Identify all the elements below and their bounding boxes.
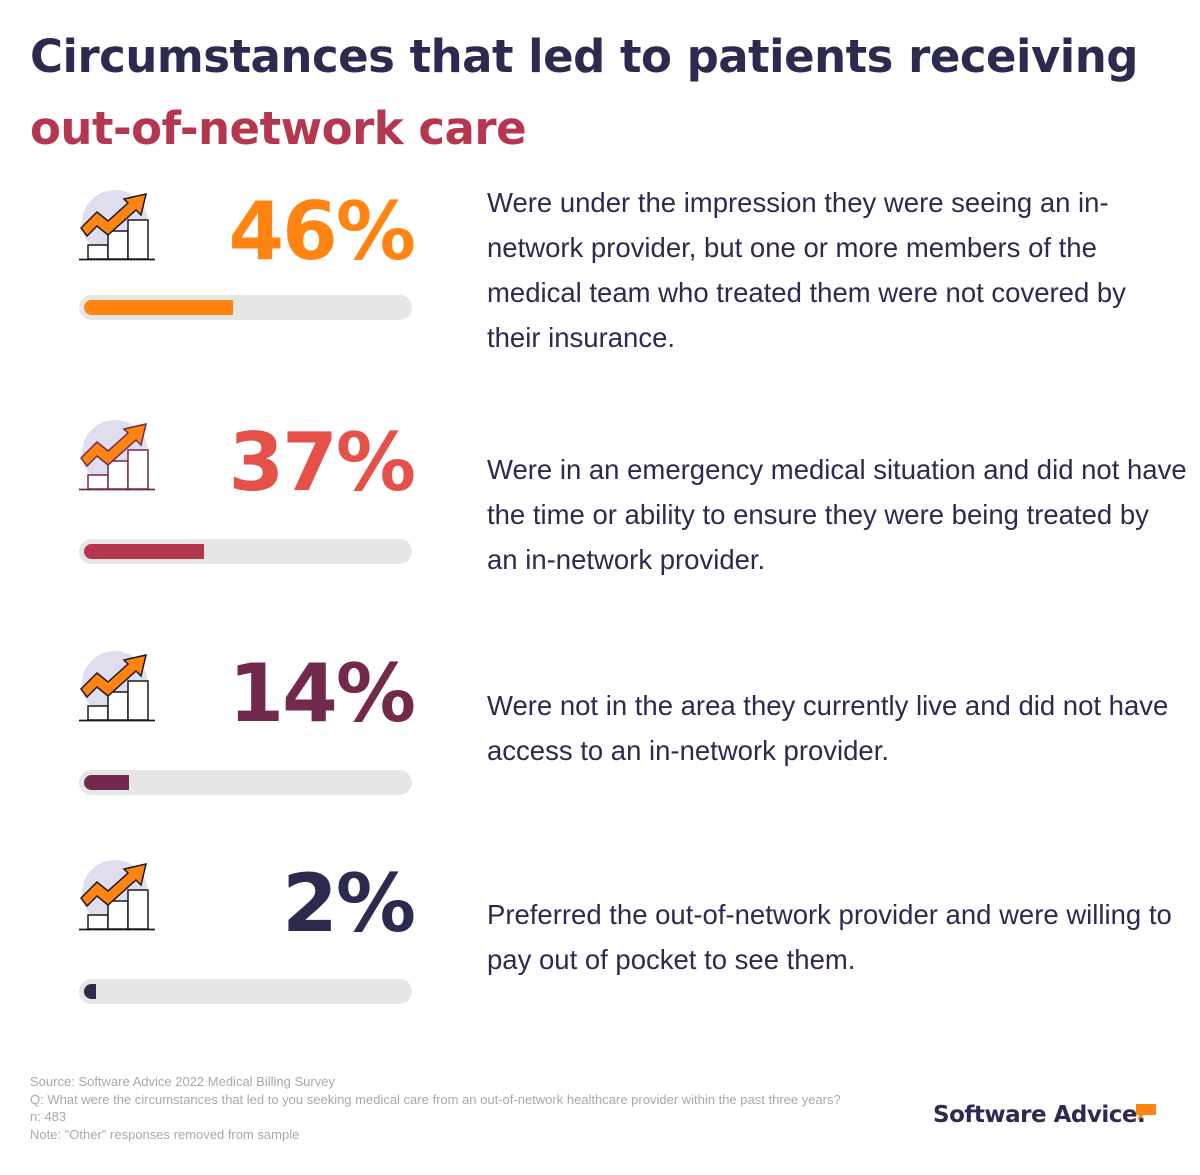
progress-fill [84, 544, 204, 559]
icon-bar [127, 449, 149, 490]
icon-bar [87, 914, 109, 930]
stat-percent: 46% [228, 185, 416, 278]
progress-track [79, 295, 412, 320]
footnote-sample-size: n: 483 [30, 1109, 67, 1124]
icon-bar [127, 219, 149, 260]
progress-fill [84, 300, 233, 315]
icon-bar [127, 889, 149, 930]
icon-bar [87, 474, 109, 490]
logo-text: Software Advice [933, 1102, 1137, 1128]
software-advice-logo: Software Advice. [933, 1102, 1146, 1128]
growth-chart-icon [79, 420, 155, 491]
icon-trend-arrow [80, 193, 148, 238]
footnote-question: Q: What were the circumstances that led … [30, 1091, 841, 1107]
progress-track [79, 770, 412, 795]
icon-bar [107, 691, 129, 721]
icon-bar [107, 460, 129, 490]
icon-bar [107, 230, 129, 260]
stat-percent: 2% [282, 857, 416, 950]
growth-chart-icon [79, 651, 155, 722]
stat-percent: 37% [228, 416, 416, 509]
progress-fill [84, 984, 96, 999]
stat-description: Preferred the out-of-network provider an… [487, 899, 1172, 975]
icon-trend-arrow [80, 863, 148, 908]
footnote-source: Source: Software Advice 2022 Medical Bil… [30, 1074, 335, 1089]
stat-percent: 14% [228, 647, 416, 740]
title-line-1: Circumstances that led to patients recei… [30, 30, 1138, 83]
growth-chart-icon [79, 860, 155, 931]
speech-bubble-icon [1136, 1104, 1156, 1121]
icon-bar [107, 900, 129, 930]
progress-fill [84, 775, 130, 790]
progress-track [79, 979, 412, 1004]
icon-bar [87, 705, 109, 721]
stat-description: Were not in the area they currently live… [487, 690, 1169, 766]
icon-bar [87, 244, 109, 260]
footnote-note: Note: "Other" responses removed from sam… [30, 1126, 300, 1142]
growth-chart-icon [79, 190, 155, 261]
stat-description: Were under the impression they were seei… [487, 187, 1126, 353]
icon-bar [127, 680, 149, 721]
icon-trend-arrow [80, 423, 148, 468]
title-line-2: out-of-network care [30, 102, 527, 155]
stat-description: Were in an emergency medical situation a… [487, 454, 1187, 575]
footnote: Source: Software Advice 2022 Medical Bil… [30, 1073, 850, 1143]
icon-trend-arrow [80, 654, 148, 699]
progress-track [79, 539, 412, 564]
page-title: Circumstances that led to patients recei… [30, 28, 1138, 158]
